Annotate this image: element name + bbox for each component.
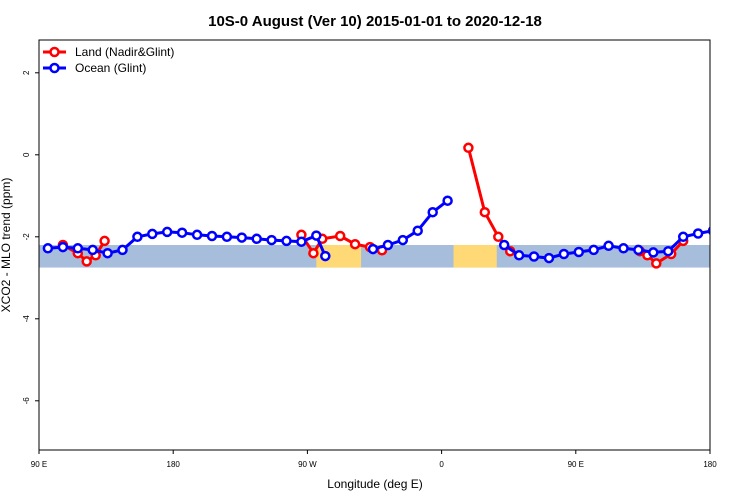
x-axis: 90 E 180 90 W 0 90 E 180 bbox=[31, 450, 717, 469]
data-point bbox=[479, 206, 491, 218]
x-tick-label: 90 E bbox=[568, 460, 584, 469]
data-point bbox=[528, 251, 540, 262]
data-point bbox=[573, 246, 585, 258]
data-point bbox=[412, 225, 423, 236]
data-point bbox=[266, 234, 277, 246]
x-tick-label: 180 bbox=[703, 460, 717, 469]
data-point bbox=[99, 235, 110, 247]
data-point bbox=[221, 231, 233, 243]
data-point bbox=[648, 247, 659, 258]
legend-entry-land: Land (Nadir&Glint) bbox=[43, 45, 174, 59]
legend-label-ocean: Ocean (Glint) bbox=[75, 61, 146, 75]
map-land-1 bbox=[453, 245, 497, 268]
data-point bbox=[349, 238, 361, 250]
legend: Land (Nadir&Glint) Ocean (Glint) bbox=[43, 45, 174, 75]
data-point bbox=[633, 244, 644, 256]
data-point bbox=[308, 247, 319, 259]
x-tick-label: 0 bbox=[439, 460, 444, 469]
y-tick-label: -2 bbox=[22, 233, 31, 241]
data-point bbox=[498, 239, 510, 251]
series-line bbox=[466, 147, 512, 253]
y-axis: 2 0 -2 -4 -6 bbox=[22, 70, 39, 404]
data-point bbox=[558, 248, 570, 260]
data-point bbox=[102, 247, 113, 259]
data-point bbox=[57, 241, 69, 253]
data-point bbox=[147, 228, 158, 240]
x-tick-label: 180 bbox=[167, 460, 181, 469]
data-point bbox=[662, 245, 674, 257]
data-point bbox=[618, 243, 629, 254]
chart-title: 10S-0 August (Ver 10) 2015-01-01 to 2020… bbox=[208, 13, 542, 30]
data-point bbox=[427, 206, 438, 218]
map-ocean bbox=[39, 245, 710, 268]
legend-label-land: Land (Nadir&Glint) bbox=[75, 45, 174, 59]
x-tick-label: 90 W bbox=[298, 460, 317, 469]
y-tick-label: 2 bbox=[22, 70, 31, 75]
legend-entry-ocean: Ocean (Glint) bbox=[43, 61, 146, 75]
data-point bbox=[367, 243, 379, 255]
data-point bbox=[236, 232, 248, 243]
x-axis-label: Longitude (deg E) bbox=[327, 477, 422, 491]
data-point bbox=[603, 240, 614, 252]
y-axis-label: XCO2 - MLO trend (ppm) bbox=[0, 178, 13, 313]
data-point bbox=[397, 234, 409, 246]
data-point bbox=[543, 252, 555, 264]
data-point bbox=[81, 256, 92, 267]
data-point bbox=[463, 142, 474, 154]
y-tick-label: 0 bbox=[22, 152, 31, 157]
data-point bbox=[442, 195, 453, 206]
y-tick-label: -6 bbox=[22, 397, 31, 405]
x-tick-label: 90 E bbox=[31, 460, 47, 469]
data-point bbox=[334, 230, 346, 242]
data-point bbox=[296, 236, 307, 247]
data-point bbox=[320, 250, 331, 262]
legend-marker-ocean bbox=[49, 62, 60, 74]
plot-frame bbox=[38, 39, 711, 451]
data-point bbox=[72, 243, 84, 254]
data-point bbox=[132, 231, 143, 243]
data-point bbox=[281, 235, 292, 247]
data-point bbox=[677, 231, 689, 243]
data-point bbox=[513, 250, 525, 261]
data-point bbox=[651, 258, 662, 269]
data-point bbox=[161, 226, 173, 238]
legend-marker-land bbox=[49, 46, 60, 58]
data-point bbox=[206, 230, 218, 242]
y-tick-label: -4 bbox=[22, 315, 31, 323]
series-1 bbox=[42, 195, 710, 264]
data-point bbox=[87, 244, 98, 256]
data-point bbox=[117, 244, 128, 256]
data-point bbox=[176, 227, 188, 238]
data-point bbox=[692, 228, 704, 239]
data-point bbox=[311, 230, 322, 241]
data-point bbox=[42, 243, 54, 254]
data-point bbox=[588, 244, 599, 256]
data-point bbox=[493, 231, 504, 243]
data-point bbox=[191, 229, 203, 241]
data-point bbox=[382, 239, 394, 251]
map-band bbox=[39, 245, 710, 268]
series-layer bbox=[42, 142, 710, 269]
data-point bbox=[251, 233, 262, 245]
map-land-0 bbox=[316, 245, 362, 268]
